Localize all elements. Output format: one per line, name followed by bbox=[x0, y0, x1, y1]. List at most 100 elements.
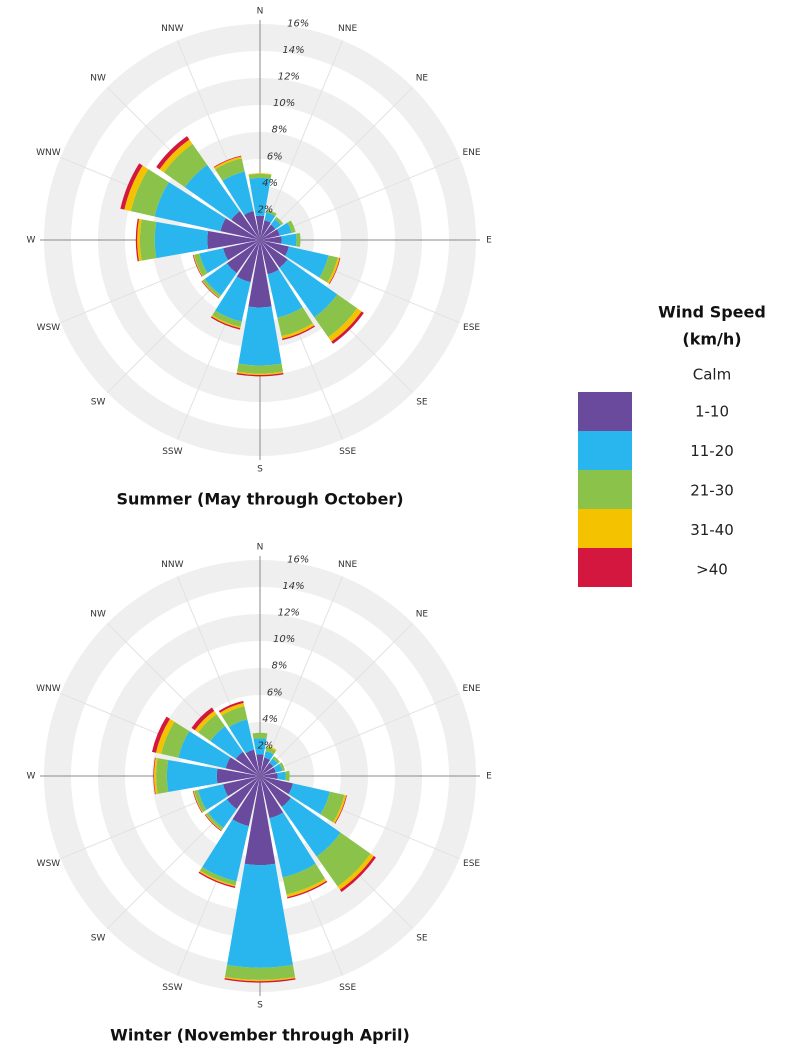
wedge-segment bbox=[205, 812, 224, 831]
wedge-segment bbox=[260, 240, 288, 268]
spoke bbox=[259, 692, 460, 777]
wedge-segment bbox=[224, 964, 296, 980]
r-tick-label: 4% bbox=[262, 178, 278, 189]
wedge-segment bbox=[260, 224, 276, 240]
wedge-segment bbox=[139, 219, 157, 261]
wedge-segment bbox=[191, 707, 215, 731]
spoke bbox=[259, 576, 344, 777]
wedge-segment bbox=[260, 767, 276, 776]
r-tick-label: 2% bbox=[257, 740, 273, 751]
legend-label: >40 bbox=[696, 561, 728, 579]
direction-label: ENE bbox=[463, 684, 481, 694]
legend-label: 1-10 bbox=[695, 403, 729, 421]
wedge-segment bbox=[339, 855, 376, 892]
wedge-segment bbox=[282, 863, 326, 895]
direction-label: W bbox=[27, 236, 36, 246]
wedge-segment bbox=[198, 871, 236, 888]
wedge-segment bbox=[260, 236, 282, 244]
direction-label: SW bbox=[91, 397, 106, 407]
wedge-segment bbox=[178, 731, 231, 769]
direction-label: W bbox=[27, 772, 36, 782]
direction-label: NE bbox=[416, 74, 429, 84]
direction-label: SE bbox=[416, 933, 428, 943]
wedge-segment bbox=[279, 762, 286, 771]
wedge-segment bbox=[199, 870, 236, 887]
wedge-segment bbox=[219, 702, 245, 716]
r-tick-label: 8% bbox=[272, 125, 288, 136]
wedge-segment bbox=[273, 763, 283, 773]
r-tick-label: 10% bbox=[273, 634, 295, 645]
wedge-segment bbox=[328, 257, 341, 285]
legend-calm: Calm bbox=[693, 366, 731, 384]
wedge-segment bbox=[166, 759, 218, 793]
wedge-segment bbox=[124, 165, 149, 212]
wedge-segment bbox=[288, 783, 330, 815]
wedge-segment bbox=[221, 706, 248, 727]
wedge-segment bbox=[327, 257, 340, 284]
wedge-segment bbox=[266, 209, 277, 217]
wedge-segment bbox=[151, 716, 170, 753]
wedge-segment bbox=[163, 143, 208, 188]
direction-label: NE bbox=[416, 610, 429, 620]
wedge-segment bbox=[266, 745, 277, 751]
wedge-segment bbox=[216, 768, 260, 784]
wedge-segment bbox=[202, 819, 249, 882]
wedge-segment bbox=[319, 255, 338, 283]
wedge-segment bbox=[212, 310, 242, 327]
wedge-segment bbox=[159, 139, 193, 173]
wedge-segment bbox=[286, 878, 327, 898]
wedge-segment bbox=[279, 259, 338, 318]
wedge-segment bbox=[248, 173, 272, 179]
wedge-segment bbox=[260, 776, 284, 819]
wedge-segment bbox=[269, 812, 316, 878]
direction-label: WNW bbox=[36, 148, 61, 158]
direction-label: E bbox=[486, 236, 492, 246]
direction-label: WSW bbox=[37, 323, 61, 333]
r-tick-label: 14% bbox=[282, 581, 304, 592]
wedge-segment bbox=[202, 278, 222, 298]
wedge-segment bbox=[260, 757, 271, 776]
direction-label: NW bbox=[90, 74, 106, 84]
wedge-segment bbox=[193, 790, 204, 813]
legend-swatch bbox=[578, 392, 632, 431]
wedge-segment bbox=[236, 240, 260, 283]
legend-title: (km/h) bbox=[682, 330, 741, 349]
wedge-segment bbox=[260, 240, 289, 256]
wedge-segment bbox=[137, 218, 142, 262]
direction-label: NNE bbox=[338, 560, 357, 570]
wedge-segment bbox=[274, 216, 284, 226]
r-tick-label: 12% bbox=[278, 608, 300, 619]
r-tick-label: 16% bbox=[287, 554, 309, 565]
wedge-segment bbox=[236, 372, 284, 377]
wedge-segment bbox=[255, 215, 265, 240]
wedge-segment bbox=[269, 758, 278, 767]
spoke bbox=[259, 86, 414, 241]
wedge-segment bbox=[260, 772, 278, 780]
wedge-segment bbox=[248, 173, 272, 175]
wedge-segment bbox=[218, 700, 244, 713]
wedge-segment bbox=[264, 750, 274, 761]
direction-label: SW bbox=[91, 933, 106, 943]
wedge-segment bbox=[260, 220, 271, 240]
wedge-segment bbox=[236, 371, 284, 375]
wedge-segment bbox=[260, 776, 291, 807]
wedge-segment bbox=[287, 220, 296, 233]
direction-label: NNW bbox=[161, 560, 183, 570]
wedge-segment bbox=[320, 791, 345, 823]
r-tick-label: 16% bbox=[287, 18, 309, 29]
wedge-segment bbox=[223, 776, 260, 797]
wedge-segment bbox=[224, 976, 296, 982]
wedge-segment bbox=[253, 738, 267, 755]
wedge-segment bbox=[207, 230, 260, 250]
wedge-segment bbox=[156, 136, 190, 170]
wedge-segment bbox=[201, 280, 220, 299]
wedge-segment bbox=[194, 789, 207, 813]
wedge-segment bbox=[220, 218, 260, 240]
spoke bbox=[259, 622, 414, 777]
wedge-segment bbox=[213, 155, 242, 168]
wedge-segment bbox=[281, 233, 297, 247]
chart-title: Winter (November through April) bbox=[110, 1026, 410, 1045]
wedge-segment bbox=[225, 757, 260, 776]
direction-label: SSE bbox=[339, 983, 356, 993]
